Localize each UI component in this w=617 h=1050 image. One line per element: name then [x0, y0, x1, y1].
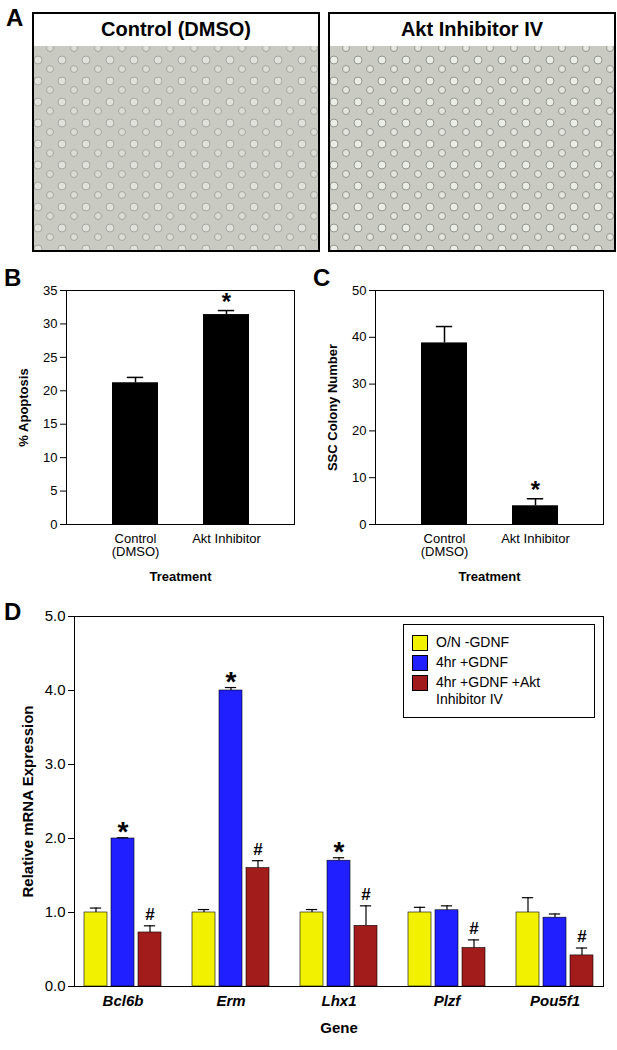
svg-text:Lhx1: Lhx1 — [321, 992, 356, 1009]
svg-text:Pou5f1: Pou5f1 — [530, 992, 580, 1009]
svg-text:*: * — [118, 816, 129, 847]
svg-text:Control(DMSO): Control(DMSO) — [421, 531, 469, 559]
svg-text:Akt Inhibitor IV: Akt Inhibitor IV — [401, 18, 544, 40]
svg-text:Control (DMSO): Control (DMSO) — [101, 18, 251, 40]
svg-text:2.0: 2.0 — [45, 829, 66, 846]
svg-text:#: # — [145, 905, 155, 924]
svg-text:Control(DMSO): Control(DMSO) — [112, 531, 160, 559]
svg-text:40: 40 — [352, 329, 366, 344]
html-text:O/N -GDNF: O/N -GDNF — [436, 634, 510, 650]
svg-text:SSC Colony Number: SSC Colony Number — [325, 344, 340, 471]
svg-text:3.0: 3.0 — [45, 755, 66, 772]
html-text:B: B — [4, 264, 22, 291]
svg-text:5: 5 — [50, 483, 57, 498]
svg-text:Treatment: Treatment — [458, 569, 521, 584]
svg-text:25: 25 — [43, 350, 57, 365]
svg-text:#: # — [361, 885, 371, 904]
svg-text:20: 20 — [43, 383, 57, 398]
svg-text:#: # — [469, 919, 479, 938]
svg-text:#: # — [577, 927, 587, 946]
svg-text:Relative mRNA Expression: Relative mRNA Expression — [19, 705, 36, 897]
html-text:C: C — [313, 264, 331, 291]
html-text:4hr +GDNF: 4hr +GDNF — [436, 654, 508, 670]
svg-text:30: 30 — [352, 376, 366, 391]
html-text:D: D — [4, 598, 22, 625]
svg-text:Gene: Gene — [320, 1019, 358, 1036]
svg-text:*: * — [334, 836, 345, 867]
svg-text:10: 10 — [43, 450, 57, 465]
svg-text:35: 35 — [43, 283, 57, 298]
svg-text:15: 15 — [43, 416, 57, 431]
svg-text:0: 0 — [50, 517, 57, 532]
svg-text:30: 30 — [43, 316, 57, 331]
svg-text:Treatment: Treatment — [149, 569, 212, 584]
svg-text:5.0: 5.0 — [45, 607, 66, 624]
svg-text:Akt Inhibitor: Akt Inhibitor — [501, 531, 570, 546]
svg-text:20: 20 — [352, 423, 366, 438]
html-text:A: A — [6, 4, 24, 31]
svg-text:10: 10 — [352, 470, 366, 485]
svg-text:1.0: 1.0 — [45, 903, 66, 920]
svg-text:Plzf: Plzf — [434, 992, 463, 1009]
svg-text:*: * — [226, 666, 237, 697]
svg-text:% Apoptosis: % Apoptosis — [16, 368, 31, 446]
svg-text:0.0: 0.0 — [45, 977, 66, 994]
html-text:4hr +GDNF +Akt Inhibitor IV: 4hr +GDNF +Akt Inhibitor IV — [436, 674, 541, 707]
svg-text:50: 50 — [352, 283, 366, 298]
svg-text:0: 0 — [359, 517, 366, 532]
svg-text:*: * — [531, 476, 541, 503]
svg-text:Erm: Erm — [216, 992, 245, 1009]
svg-text:Akt Inhibitor: Akt Inhibitor — [192, 531, 261, 546]
svg-text:*: * — [222, 288, 232, 315]
svg-text:4.0: 4.0 — [45, 681, 66, 698]
svg-text:#: # — [253, 840, 263, 859]
svg-text:Bcl6b: Bcl6b — [103, 992, 144, 1009]
